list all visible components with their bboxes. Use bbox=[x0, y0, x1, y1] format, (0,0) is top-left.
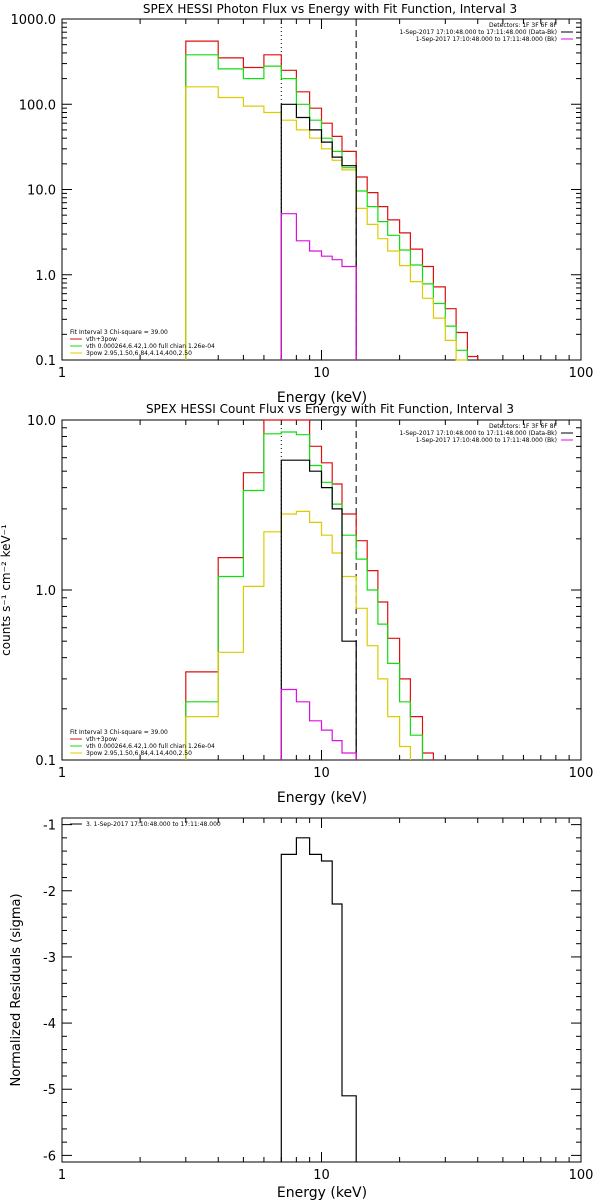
series-red-histogram bbox=[185, 40, 479, 360]
series-black-histogram bbox=[280, 459, 357, 760]
y-tick-label: 10.0 bbox=[27, 414, 56, 429]
panel-2-xlabel: Energy (keV) bbox=[277, 790, 367, 806]
panel-3-xlabel: Energy (keV) bbox=[277, 1185, 367, 1200]
series-green-histogram bbox=[185, 431, 424, 760]
x-tick-label: 1 bbox=[58, 1168, 66, 1183]
y-tick-label: -4 bbox=[43, 1017, 56, 1032]
y-tick-label: 1.0 bbox=[35, 584, 56, 599]
legend-entry: Detectors: 1F 3F 6F 8F bbox=[489, 22, 558, 29]
residuals-panel: Energy (keV) Normalized Residuals (sigma… bbox=[9, 893, 367, 1200]
x-tick-label: 1 bbox=[58, 766, 66, 781]
x-tick-label: 1 bbox=[58, 366, 66, 381]
x-tick-label: 100 bbox=[569, 366, 594, 381]
x-tick-label: 10 bbox=[313, 766, 330, 781]
y-tick-label: 100.0 bbox=[19, 98, 56, 113]
legend-entry: 3pow 2.95,1.50,6.84,4.14,400,2.50 bbox=[86, 750, 192, 757]
series-magenta-histogram bbox=[280, 688, 357, 760]
legend-entry: vth+3pow bbox=[86, 336, 117, 343]
plot-frame bbox=[61, 18, 582, 361]
series-black-histogram bbox=[280, 103, 357, 360]
panel-3-ylabel: Normalized Residuals (sigma) bbox=[9, 893, 24, 1086]
y-tick-label: -1 bbox=[43, 819, 56, 834]
series-yellow-histogram bbox=[185, 86, 468, 361]
chart-1-plot: 1 10 100 0.1 1.0 10.0 100.0 1000.0 Detectors: 1F… bbox=[11, 13, 594, 381]
legend-entry: 3. 1-Sep-2017 17:10:48.000 to 17:11:48.0… bbox=[86, 821, 221, 828]
legend-entry: Fit Interval 3 Chi-square = 39.00 bbox=[70, 329, 168, 336]
y-tick-label: -2 bbox=[43, 885, 56, 900]
series-green-histogram bbox=[185, 54, 468, 360]
x-tick-label: 100 bbox=[569, 1168, 594, 1183]
photon-flux-panel: SPEX HESSI Photon Flux vs Energy with Fi… bbox=[143, 2, 517, 406]
y-tick-label: 1000.0 bbox=[11, 13, 57, 28]
legend-entry: 1-Sep-2017 17:10:48.000 to 17:11:48.000 … bbox=[416, 437, 557, 444]
chart-3-plot: 1 10 100 -6 -5 -4 -3 -2 -1 3. 1-Sep-2017 17:10:48… bbox=[43, 817, 594, 1183]
count-flux-panel: SPEX HESSI Count Flux vs Energy with Fit… bbox=[0, 402, 514, 806]
series-red-histogram bbox=[185, 419, 434, 760]
y-tick-label: -6 bbox=[43, 1149, 56, 1164]
series-black-histogram bbox=[280, 837, 357, 1162]
legend-entry: vth 0.000264,6.42,1.00 full chian 1.26e-… bbox=[86, 343, 215, 350]
plot-frame bbox=[61, 817, 582, 1163]
chart-2-plot: 1 10 1000.11.010.0 Detectors: 1F 3F 6F 8F1-… bbox=[27, 414, 593, 781]
legend-entry: vth 0.000264,6.42,1.00 full chian 1.26e-… bbox=[86, 743, 215, 750]
legend-entry: 1-Sep-2017 17:10:48.000 to 17:11:48.000 … bbox=[416, 36, 557, 43]
y-tick-label: 0.1 bbox=[35, 354, 56, 369]
y-tick-label: 1.0 bbox=[35, 269, 56, 284]
y-tick-label: 0.1 bbox=[35, 754, 56, 769]
y-tick-label: -3 bbox=[43, 951, 56, 966]
legend-entry: Fit Interval 3 Chi-square = 39.00 bbox=[70, 729, 168, 736]
x-tick-label: 10 bbox=[313, 366, 330, 381]
series-magenta-histogram bbox=[280, 213, 357, 360]
legend-entry: 1-Sep-2017 17:10:48.000 to 17:11:48.000 … bbox=[399, 29, 557, 36]
x-tick-label: 100 bbox=[569, 766, 594, 781]
x-tick-label: 10 bbox=[313, 1168, 330, 1183]
legend-entry: 3pow 2.95,1.50,6.84,4.14,400,2.50 bbox=[86, 350, 192, 357]
series-yellow-histogram bbox=[185, 510, 411, 760]
panel-2-title: SPEX HESSI Count Flux vs Energy with Fit… bbox=[146, 402, 514, 416]
legend-entry: Detectors: 1F 3F 6F 8F bbox=[489, 423, 558, 430]
y-tick-label: -5 bbox=[43, 1083, 56, 1098]
panel-2-ylabel: counts s⁻¹ cm⁻² keV⁻¹ bbox=[0, 524, 13, 656]
legend-entry: vth+3pow bbox=[86, 736, 117, 743]
panel-1-xlabel: Energy (keV) bbox=[277, 390, 367, 406]
panel-1-title: SPEX HESSI Photon Flux vs Energy with Fi… bbox=[143, 2, 517, 16]
legend-entry: 1-Sep-2017 17:10:48.000 to 17:11:48.000 … bbox=[399, 430, 557, 437]
y-tick-label: 10.0 bbox=[27, 184, 56, 199]
